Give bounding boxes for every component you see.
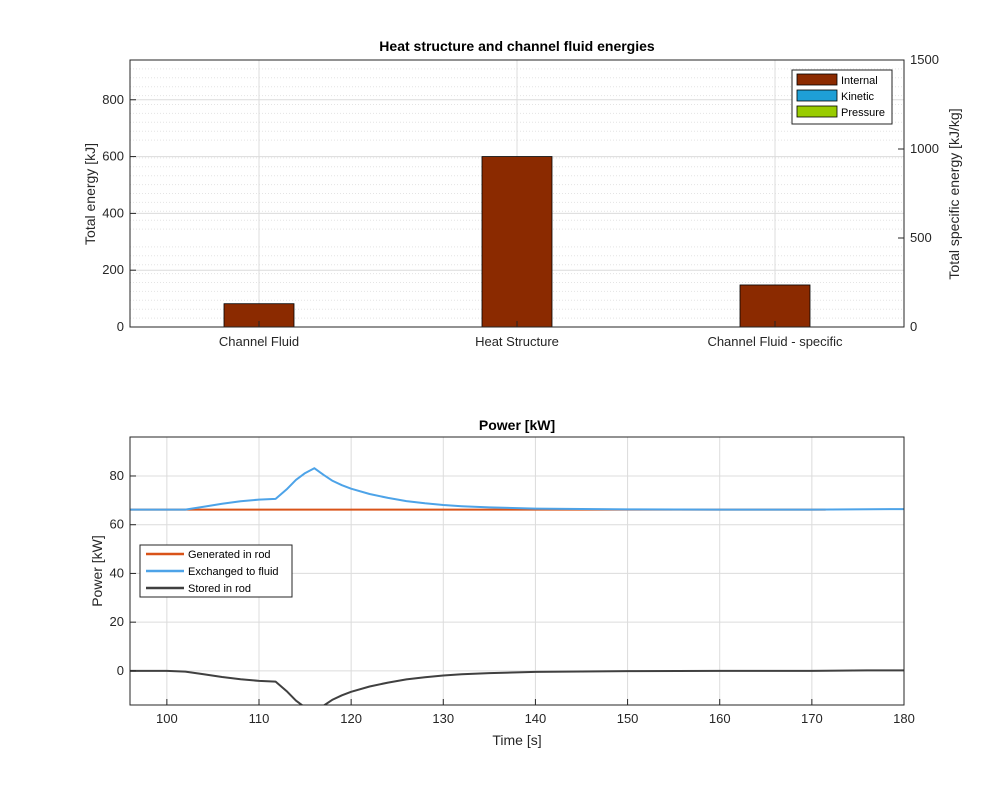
top-y-tick-label: 200 xyxy=(102,262,124,277)
bottom-x-tick-label: 140 xyxy=(525,711,547,726)
legend-swatch-internal xyxy=(796,73,838,86)
bottom-y-tick-label: 40 xyxy=(110,565,124,580)
top-chart-title: Heat structure and channel fluid energie… xyxy=(379,38,655,54)
bottom-y-tick-label: 20 xyxy=(110,614,124,629)
legend-label-stored-in-rod: Stored in rod xyxy=(188,583,251,595)
legend-label-pressure: Pressure xyxy=(841,107,885,119)
top-y-axis-label: Total energy [kJ] xyxy=(82,143,98,245)
top-legend: Internal Kinetic Pressure xyxy=(791,69,893,125)
bar-internal xyxy=(739,284,811,328)
legend-swatch-pressure xyxy=(796,105,838,118)
bottom-plot-frame xyxy=(129,436,905,706)
bottom-x-tick-label: 180 xyxy=(893,711,915,726)
power-line-chart: 100 110 120 130 140 150 160 170 180 0 20 40 60 80 Pow… xyxy=(89,417,915,748)
energy-bar-chart: 0 200 400 600 800 0 500 1000 1500 Channel Fluid He… xyxy=(82,38,962,349)
bottom-x-tick-label: 100 xyxy=(156,711,178,726)
bar-internal xyxy=(481,156,553,328)
bottom-x-tick-label: 110 xyxy=(249,711,270,726)
bottom-x-tick-label: 130 xyxy=(432,711,454,726)
top-y-right-tick-label: 0 xyxy=(910,319,917,334)
series-line-stored-in-rod xyxy=(130,669,904,705)
bottom-legend: Generated in rod Exchanged to fluid Stored… xyxy=(139,544,293,598)
top-y-tick-label: 0 xyxy=(117,319,124,334)
top-y-right-tick-label: 1000 xyxy=(910,141,939,156)
top-y-axis-label-right: Total specific energy [kJ/kg] xyxy=(946,108,962,279)
bottom-x-axis-label: Time [s] xyxy=(492,732,541,748)
series-line-exchanged-to-fluid xyxy=(130,467,904,511)
bottom-x-tick-label: 120 xyxy=(340,711,362,726)
top-y-right-tick-label: 500 xyxy=(910,230,932,245)
bottom-x-tick-label: 160 xyxy=(709,711,731,726)
top-x-tick-label: Channel Fluid - specific xyxy=(707,334,843,349)
bottom-y-tick-label: 60 xyxy=(110,517,124,532)
top-ticks: 0 200 400 600 800 0 500 1000 1500 Channel Fluid He… xyxy=(102,52,939,349)
top-x-tick-label: Heat Structure xyxy=(475,334,559,349)
bottom-ticks: 100 110 120 130 140 150 160 170 180 0 20 40 60 80 xyxy=(110,468,915,726)
bottom-x-tick-label: 170 xyxy=(801,711,823,726)
top-y-right-tick-label: 1500 xyxy=(910,52,939,67)
top-y-tick-label: 600 xyxy=(102,149,124,164)
legend-label-kinetic: Kinetic xyxy=(841,91,875,103)
legend-label-internal: Internal xyxy=(841,75,878,87)
legend-label-generated-in-rod: Generated in rod xyxy=(188,549,271,561)
top-y-tick-label: 800 xyxy=(102,92,124,107)
top-y-tick-label: 400 xyxy=(102,205,124,220)
top-x-tick-label: Channel Fluid xyxy=(219,334,299,349)
bottom-x-tick-label: 150 xyxy=(617,711,639,726)
legend-swatch-kinetic xyxy=(796,89,838,102)
top-bars xyxy=(223,156,811,328)
bottom-chart-title: Power [kW] xyxy=(479,417,555,433)
legend-label-exchanged-to-fluid: Exchanged to fluid xyxy=(188,566,279,578)
bottom-series-lines xyxy=(130,467,904,705)
bottom-y-axis-label: Power [kW] xyxy=(89,535,105,607)
bottom-y-tick-label: 80 xyxy=(110,468,124,483)
bottom-y-tick-label: 0 xyxy=(117,663,124,678)
